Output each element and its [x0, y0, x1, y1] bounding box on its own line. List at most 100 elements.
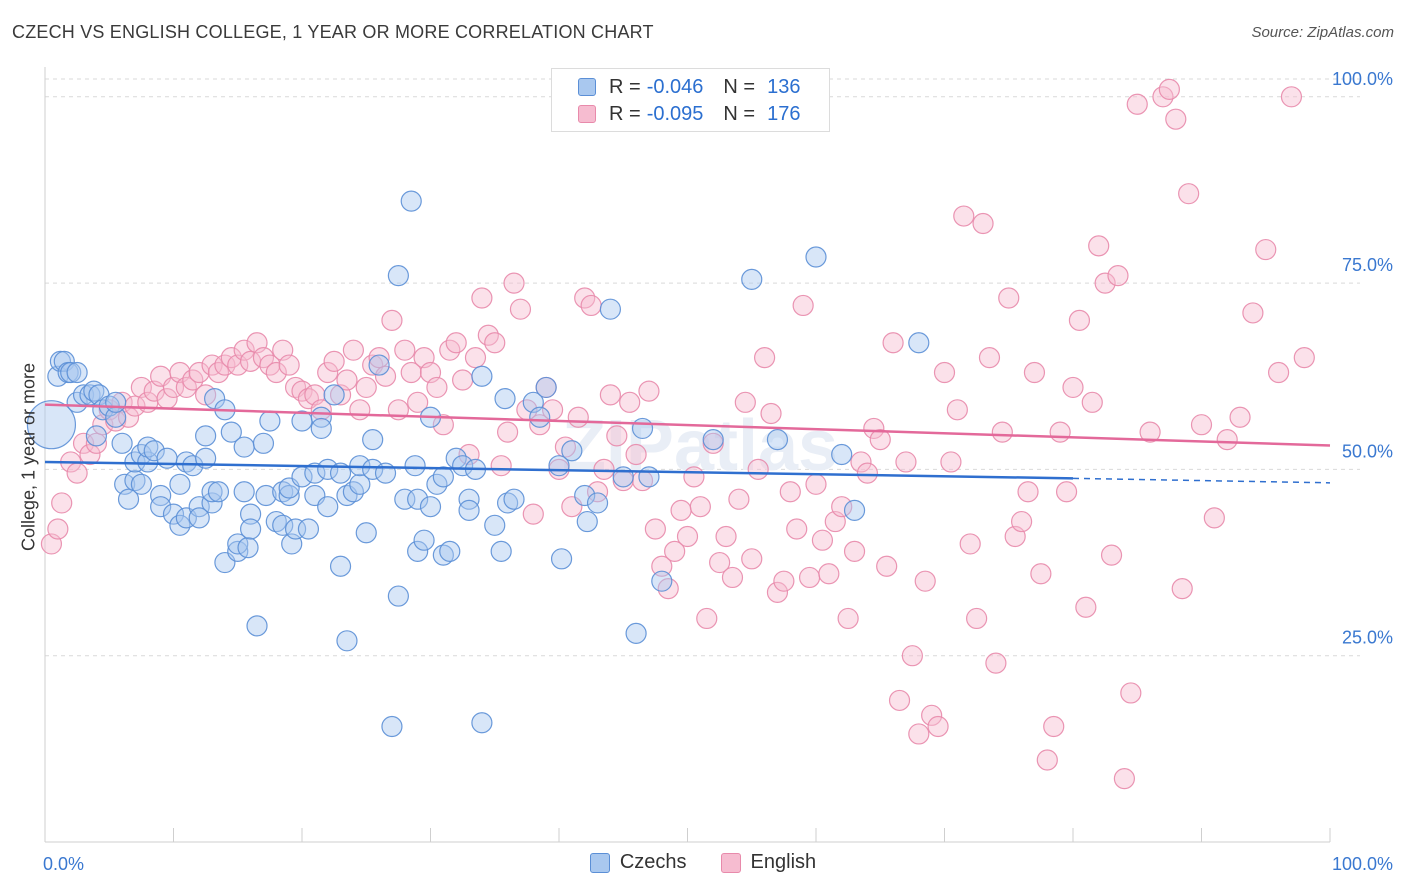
english-point [490, 455, 512, 477]
n-label: N = [723, 102, 756, 125]
czech-point [195, 425, 217, 447]
english-point [394, 339, 416, 361]
czech-point [246, 615, 268, 637]
czech-point [336, 630, 358, 652]
czech-point [297, 518, 320, 540]
english-point [407, 391, 429, 413]
czech-point [631, 417, 654, 440]
english-point [1203, 507, 1225, 529]
english-point [856, 462, 879, 484]
english-point [567, 406, 589, 428]
czech-point [419, 496, 442, 518]
czech-point [278, 484, 300, 507]
english-point [625, 443, 647, 466]
czech-point [323, 384, 345, 406]
czech-point [272, 481, 294, 503]
x-tick-label-min: 0.0% [43, 854, 84, 874]
english-point [66, 462, 88, 484]
english-point [593, 458, 615, 481]
english-point [843, 540, 866, 562]
legend-item-english: English [720, 851, 816, 874]
czech-point [188, 496, 210, 518]
czech-point [317, 496, 339, 518]
english-point [683, 466, 705, 488]
czech-point [60, 361, 82, 384]
czech-point [471, 712, 493, 734]
trend-lines [44, 403, 1331, 484]
czech-point [26, 400, 77, 450]
czech-point [355, 522, 377, 544]
czech-point [407, 488, 429, 510]
czech-point [105, 391, 127, 413]
czechs-points [26, 190, 930, 738]
english-point [1017, 481, 1039, 503]
czech-point [550, 548, 573, 570]
czech-point [92, 399, 114, 421]
czech-point [317, 458, 339, 481]
czech-point [831, 443, 853, 466]
english-point [978, 347, 1001, 369]
english-point [509, 298, 532, 320]
english-point [837, 607, 859, 630]
english-point [1023, 361, 1046, 384]
english-point [991, 421, 1013, 443]
english-point [1062, 376, 1084, 399]
czech-point [368, 354, 390, 376]
english-point [798, 566, 821, 589]
english-point [715, 525, 737, 548]
english-point [773, 570, 795, 592]
english-point [336, 369, 358, 391]
english-point [381, 309, 403, 331]
czech-point [432, 466, 454, 488]
english-point [741, 548, 763, 570]
english-point [188, 361, 210, 384]
english-point [933, 361, 956, 384]
english-point [323, 350, 345, 372]
english-legend-swatch [720, 852, 741, 873]
english-points [40, 78, 1315, 790]
czech-point [484, 514, 506, 536]
english-point [709, 551, 731, 574]
english-point [1043, 715, 1065, 738]
english-point [1242, 302, 1264, 324]
english-point [876, 555, 898, 577]
czech-point [394, 488, 416, 510]
r-value-english: -0.095 [646, 102, 704, 125]
english-point [599, 384, 622, 406]
y-tick-label: 50.0% [1342, 441, 1393, 461]
czech-point [494, 388, 516, 410]
series-legend: Czechs English [0, 851, 1406, 874]
czech-point [497, 492, 519, 514]
czech-point [85, 425, 108, 447]
legend-row-english: R = -0.095 N = 176 [578, 101, 800, 127]
czech-point [137, 436, 159, 458]
english-point [1293, 347, 1315, 369]
czech-point [535, 376, 557, 399]
czech-point [237, 537, 259, 559]
tick-labels: 25.0% 50.0% 75.0% 100.0% 0.0% 100.0% [43, 69, 1393, 874]
czech-point [490, 540, 512, 562]
english-point [946, 399, 968, 421]
czech-point [349, 473, 371, 495]
english-point [959, 533, 981, 555]
chart-title: CZECH VS ENGLISH COLLEGE, 1 YEAR OR MORE… [12, 22, 654, 42]
english-point [747, 458, 769, 481]
czech-point [561, 440, 583, 462]
english-point [914, 570, 936, 592]
czech-point [702, 428, 724, 451]
english-point [497, 421, 519, 443]
english-point [484, 332, 506, 354]
english-point [908, 723, 930, 745]
english-point [805, 473, 827, 495]
czech-point [207, 481, 230, 503]
r-label: R = [609, 75, 641, 98]
english-point [792, 294, 814, 317]
czech-point [130, 473, 152, 495]
english-point [1216, 428, 1238, 451]
czech-point [400, 190, 422, 212]
english-point [355, 376, 377, 399]
legend-row-czechs: R = -0.046 N = 136 [578, 74, 800, 100]
czech-point [574, 484, 596, 507]
czech-point [908, 332, 930, 354]
english-point [1280, 86, 1303, 108]
